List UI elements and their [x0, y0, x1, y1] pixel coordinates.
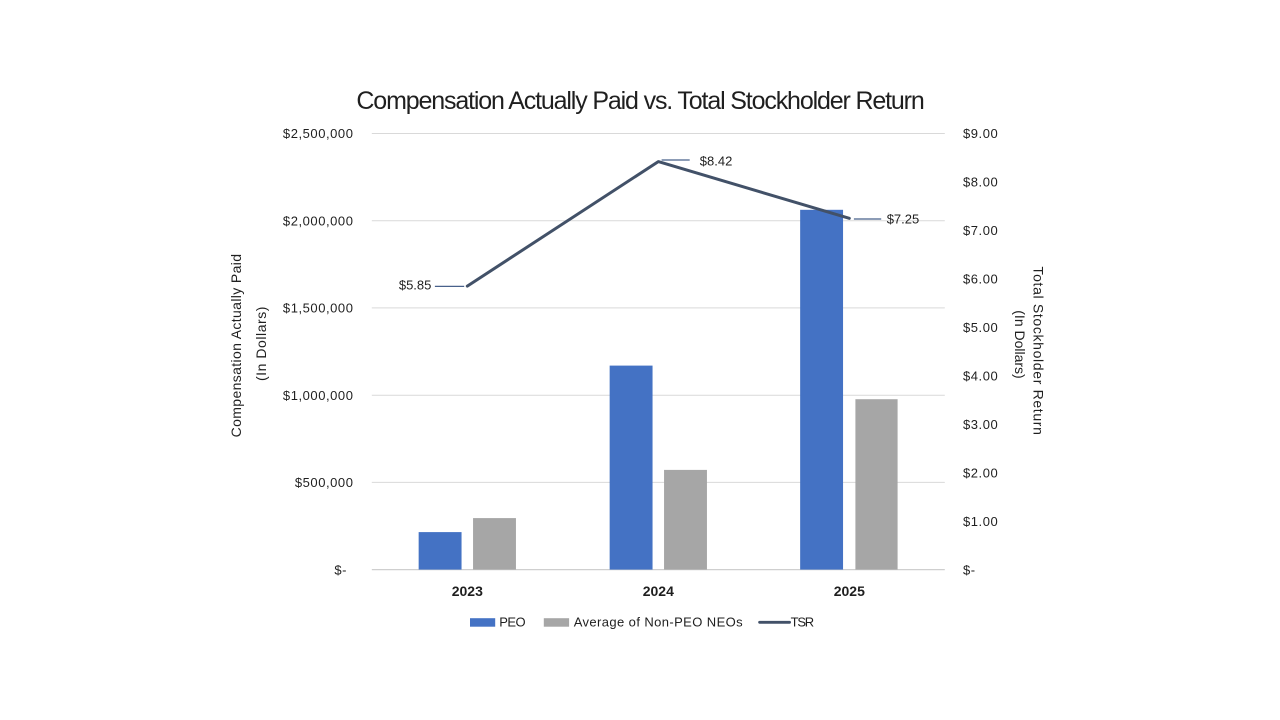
svg-text:$5.00: $5.00 [963, 320, 998, 335]
svg-text:$1,000,000: $1,000,000 [283, 388, 354, 403]
svg-text:$1.00: $1.00 [963, 514, 998, 529]
svg-text:Compensation Actually Paid vs.: Compensation Actually Paid vs. Total Sto… [356, 87, 923, 115]
svg-text:Average of Non-PEO NEOs: Average of Non-PEO NEOs [574, 614, 743, 629]
svg-text:$-: $- [334, 562, 347, 577]
svg-text:$500,000: $500,000 [295, 475, 354, 490]
svg-text:2024: 2024 [643, 583, 674, 599]
svg-text:$2.00: $2.00 [963, 465, 998, 480]
svg-text:(In Dollars): (In Dollars) [253, 306, 269, 381]
svg-text:$1,500,000: $1,500,000 [283, 301, 354, 316]
svg-text:$4.00: $4.00 [963, 369, 998, 384]
svg-text:$2,000,000: $2,000,000 [283, 213, 354, 228]
svg-text:Compensation Actually Paid: Compensation Actually Paid [228, 254, 244, 438]
svg-text:$5.85: $5.85 [399, 278, 432, 293]
svg-text:$7.25: $7.25 [887, 212, 920, 227]
svg-text:$9.00: $9.00 [963, 126, 998, 141]
svg-text:$2,500,000: $2,500,000 [283, 126, 354, 141]
svg-text:Total Stockholder Return: Total Stockholder Return [1031, 266, 1047, 435]
svg-text:$6.00: $6.00 [963, 272, 998, 287]
svg-text:$3.00: $3.00 [963, 417, 998, 432]
svg-text:$7.00: $7.00 [963, 223, 998, 238]
svg-text:2023: 2023 [452, 583, 483, 599]
svg-text:$8.00: $8.00 [963, 175, 998, 190]
svg-text:TSR: TSR [791, 614, 814, 629]
svg-text:$8.42: $8.42 [700, 153, 733, 168]
svg-text:PEO: PEO [499, 614, 525, 629]
svg-text:2025: 2025 [834, 583, 865, 599]
svg-text:$-: $- [963, 562, 976, 577]
svg-text:(In Dollars): (In Dollars) [1012, 310, 1028, 378]
